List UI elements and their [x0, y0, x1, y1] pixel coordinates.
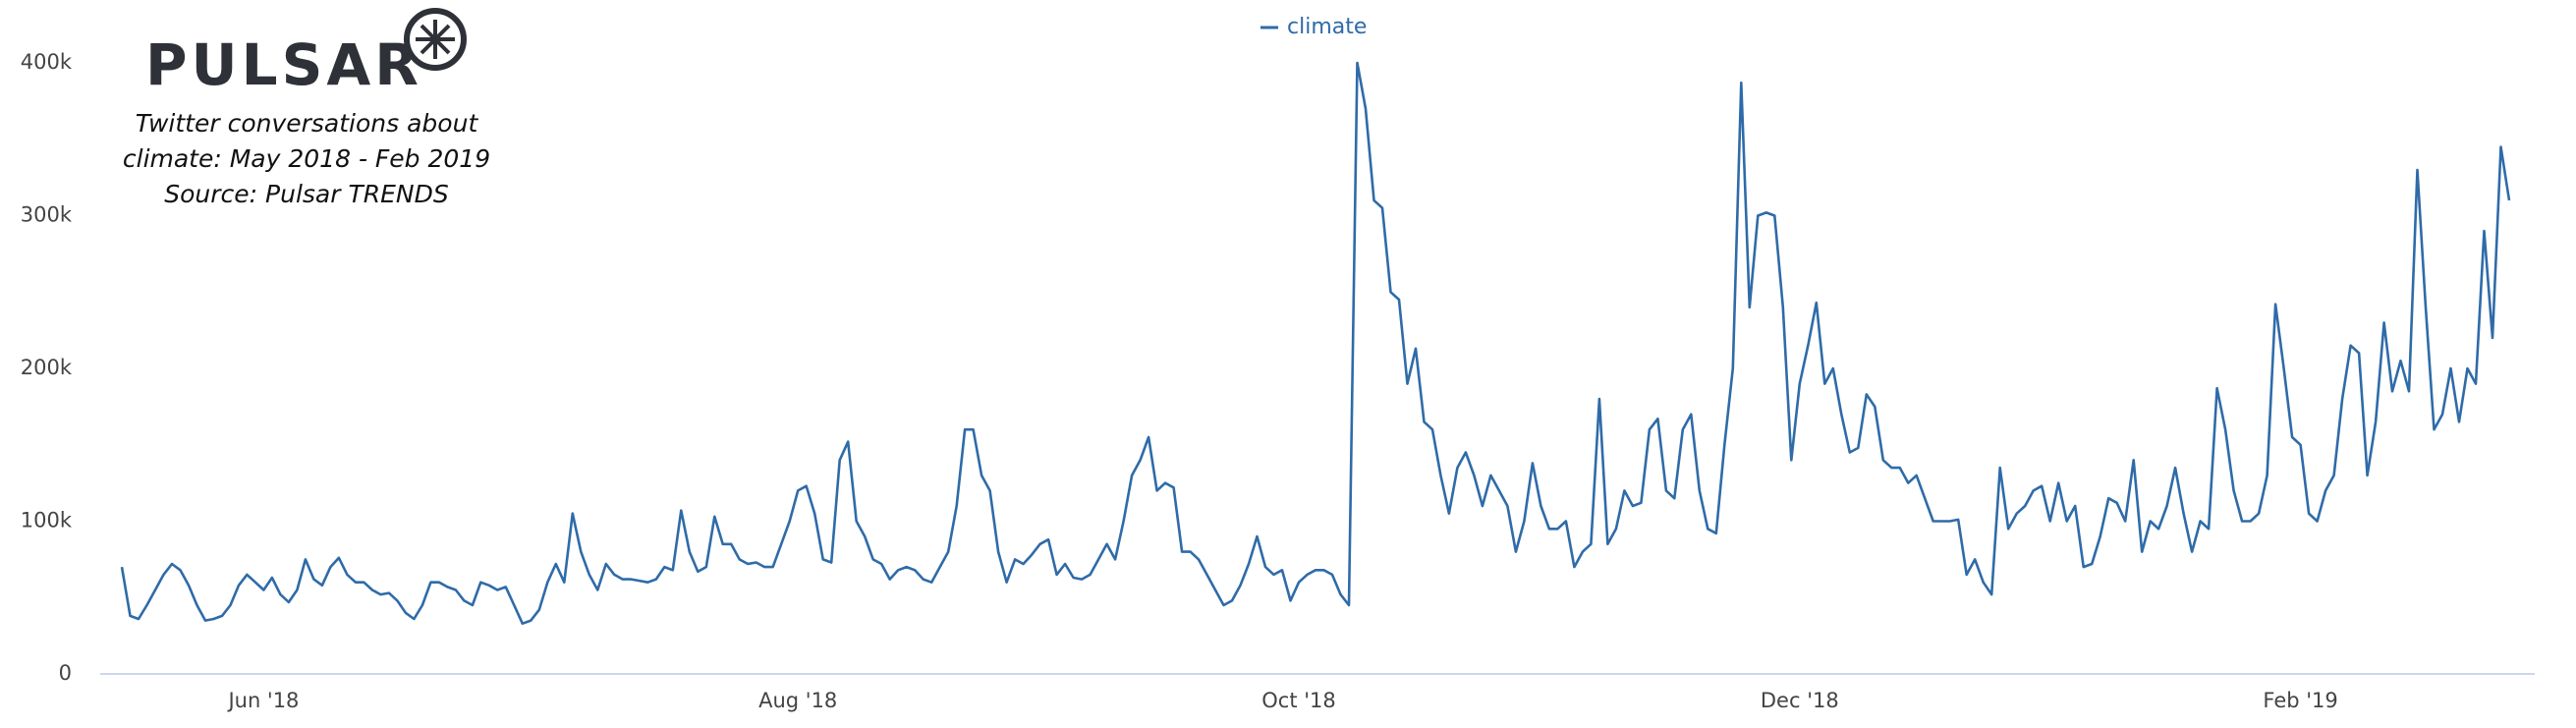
subtitle-line: Twitter conversations about — [136, 109, 479, 138]
legend-label: climate — [1287, 15, 1367, 39]
data-line — [120, 61, 2511, 625]
subtitle-line: climate: May 2018 - Feb 2019 — [123, 144, 490, 173]
x-tick-label: Oct '18 — [1261, 689, 1335, 712]
y-tick-label: 200k — [21, 356, 73, 379]
logo-icon — [404, 8, 467, 71]
x-tick-label: Jun '18 — [226, 689, 299, 712]
y-tick-label: 100k — [21, 509, 73, 532]
x-tick-label: Dec '18 — [1761, 689, 1839, 712]
y-tick-label: 0 — [59, 661, 72, 685]
y-tick-label: 400k — [21, 50, 73, 74]
logo-text: PULSAR — [145, 31, 422, 98]
x-tick-label: Feb '19 — [2263, 689, 2337, 712]
subtitle-line: Source: Pulsar TRENDS — [164, 180, 449, 208]
x-tick-label: Aug '18 — [758, 689, 837, 712]
y-tick-label: 300k — [21, 203, 73, 227]
